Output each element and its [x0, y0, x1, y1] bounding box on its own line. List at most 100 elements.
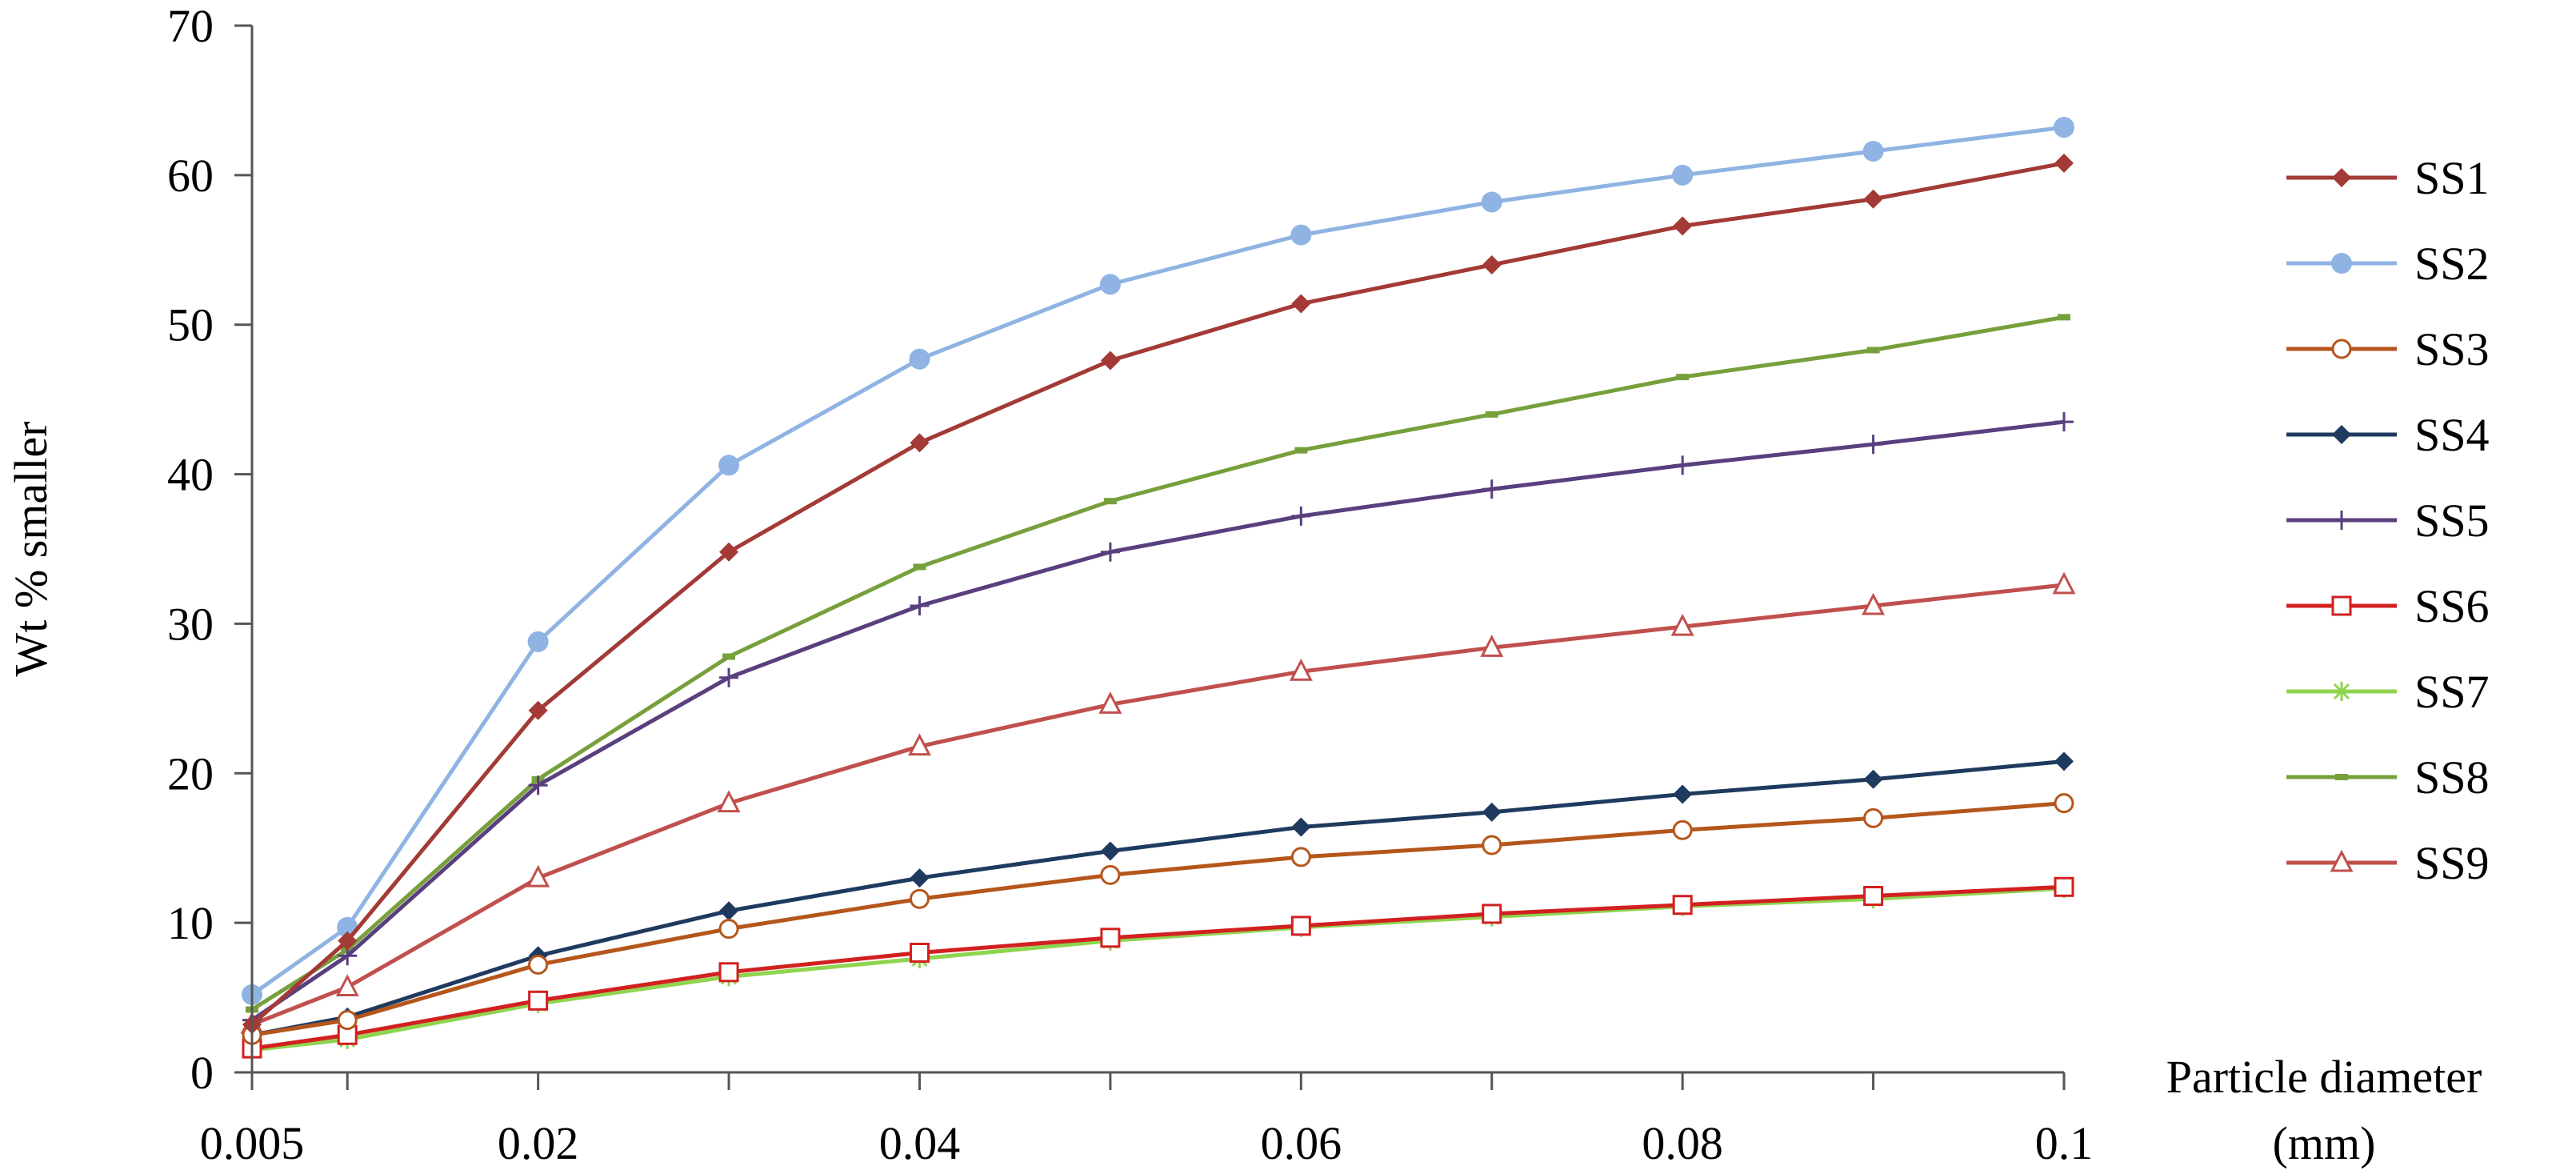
data-point	[907, 733, 931, 756]
data-point	[913, 563, 926, 571]
data-point	[1100, 864, 1121, 885]
data-point	[1672, 895, 1693, 916]
data-point	[1482, 904, 1502, 924]
data-point	[910, 596, 930, 616]
legend-item-ss1: SS1	[2286, 152, 2490, 204]
data-point	[1289, 658, 1313, 681]
series-line	[250, 125, 2065, 996]
data-point	[910, 868, 930, 888]
x-axis-title: Particle diameter (mm)	[2166, 1051, 2482, 1169]
data-point	[1103, 498, 1117, 505]
data-point	[1676, 374, 1690, 381]
data-point	[1100, 928, 1121, 948]
data-point	[717, 790, 741, 813]
y-tick-label: 50	[167, 299, 214, 351]
data-point	[1291, 506, 1311, 526]
legend-label: SS2	[2414, 238, 2490, 290]
data-point	[1482, 802, 1502, 822]
legend-item-ss9: SS9	[2286, 837, 2490, 889]
series-line	[250, 419, 2065, 1022]
data-point	[1673, 784, 1693, 804]
data-point	[1863, 886, 1884, 907]
data-point	[528, 775, 548, 795]
y-tick-label: 60	[167, 150, 214, 202]
data-point	[1290, 916, 1311, 936]
data-point	[1673, 455, 1693, 475]
series-ss9	[240, 571, 2076, 1034]
legend-item-ss2: SS2	[2286, 238, 2490, 290]
legend-item-ss3: SS3	[2286, 323, 2490, 375]
data-point	[2052, 571, 2076, 595]
x-tick-label: 0.06	[1261, 1117, 1342, 1169]
data-point	[719, 542, 739, 562]
data-point	[1291, 817, 1311, 837]
x-tick-label: 0.1	[2035, 1117, 2094, 1169]
data-point	[2331, 595, 2352, 616]
data-point	[1863, 807, 1884, 828]
legend-label: SS5	[2414, 495, 2490, 547]
y-tick-label: 40	[167, 449, 214, 501]
data-point	[1862, 592, 1886, 615]
series-line	[251, 801, 2065, 1037]
x-tick-labels: 0.005 0.02 0.04 0.06 0.08 0.1	[200, 1117, 2094, 1169]
data-point	[2332, 168, 2351, 187]
data-point	[2054, 412, 2074, 432]
data-point	[2054, 153, 2074, 173]
plot-area	[240, 117, 2076, 1060]
data-point	[1100, 841, 1120, 861]
data-point	[1863, 435, 1883, 455]
x-tick-label: 0.04	[879, 1117, 961, 1169]
legend-item-ss8: SS8	[2286, 751, 2490, 803]
legend-item-ss7: SS7	[2286, 666, 2490, 718]
series-ss3	[242, 793, 2074, 1045]
data-point	[909, 348, 930, 370]
data-point	[1294, 447, 1308, 454]
data-point	[1098, 691, 1122, 714]
series-ss2	[242, 117, 2074, 1005]
data-point	[2332, 511, 2351, 530]
data-point	[2335, 774, 2348, 780]
legend-item-ss6: SS6	[2286, 580, 2490, 632]
data-point	[2332, 682, 2351, 701]
legend-label: SS7	[2414, 666, 2490, 718]
legend-label: SS8	[2414, 751, 2490, 803]
legend-label: SS1	[2414, 152, 2490, 204]
data-point	[719, 901, 739, 921]
data-point	[527, 631, 549, 652]
data-point	[909, 943, 930, 964]
data-point	[1290, 224, 1312, 246]
data-point	[337, 1010, 358, 1031]
data-point	[718, 962, 739, 983]
data-point	[2054, 793, 2074, 814]
data-point	[1291, 294, 1311, 314]
data-point	[1866, 347, 1880, 354]
data-point	[1482, 479, 1502, 499]
x-tick-label: 0.02	[498, 1117, 579, 1169]
data-point	[2054, 751, 2074, 771]
data-point	[909, 888, 930, 909]
legend-label: SS9	[2414, 837, 2490, 889]
data-point	[1480, 635, 1504, 657]
legend-item-ss4: SS4	[2286, 409, 2490, 461]
data-point	[1100, 351, 1120, 371]
y-tick-labels: 0 10 20 30 40 50 60 70	[167, 0, 214, 1099]
data-point	[338, 931, 358, 951]
data-point	[1863, 769, 1883, 789]
series-ss1	[242, 153, 2074, 1035]
data-point	[528, 700, 548, 720]
axes	[234, 24, 2066, 1090]
data-point	[2332, 425, 2351, 444]
data-point	[2331, 339, 2352, 359]
data-point	[1482, 254, 1502, 274]
x-tick-label: 0.08	[1642, 1117, 1723, 1169]
x-tick-label: 0.005	[200, 1117, 305, 1169]
data-point	[718, 455, 740, 476]
data-point	[2331, 253, 2352, 274]
data-point	[1672, 819, 1693, 840]
y-tick-label: 30	[167, 598, 214, 650]
y-tick-label: 0	[190, 1047, 214, 1099]
data-point	[718, 919, 739, 940]
legend-item-ss5: SS5	[2286, 495, 2490, 547]
data-point	[1672, 164, 1694, 186]
